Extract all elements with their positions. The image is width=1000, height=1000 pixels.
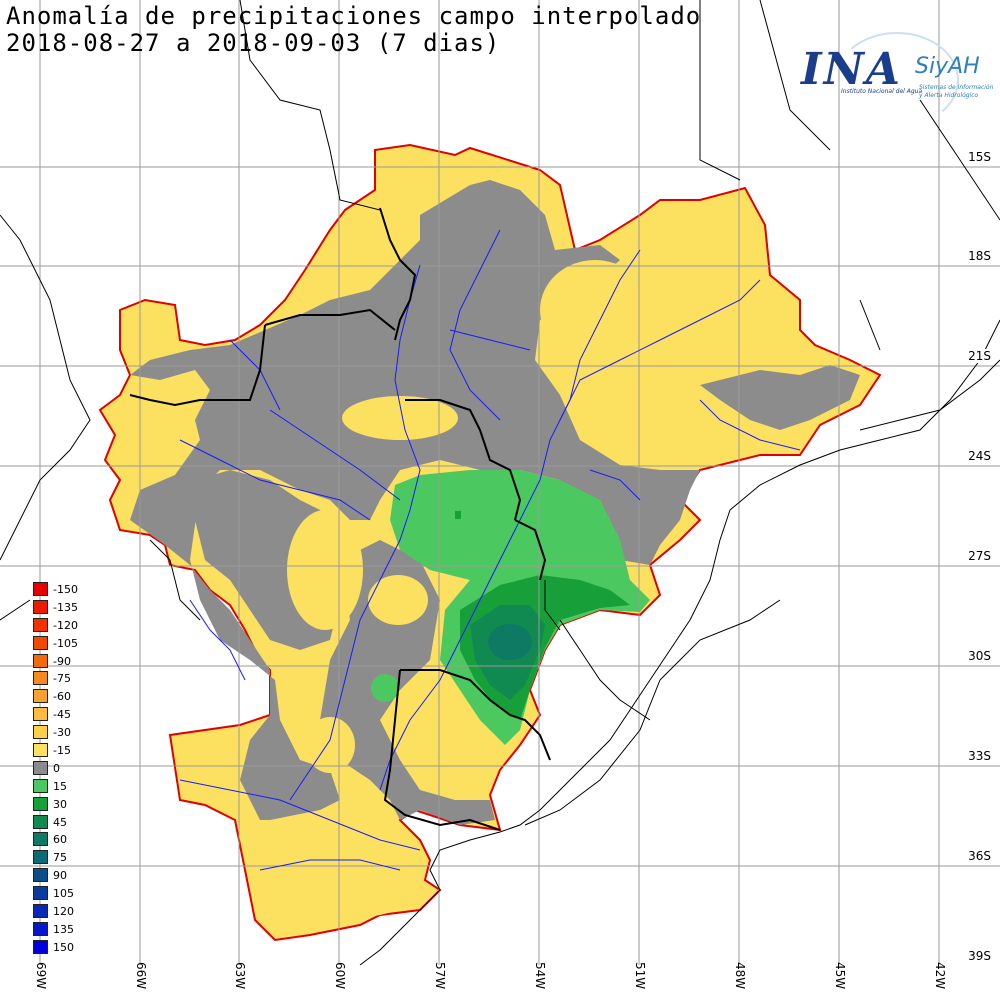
ina-siyah-logo: INA SiyAH Instituto Nacional del Agua Si…	[795, 30, 995, 130]
dry-island-8	[250, 810, 425, 935]
legend-label: 75	[53, 851, 67, 865]
legend-swatch	[33, 617, 48, 632]
legend-label: -120	[53, 618, 78, 632]
dry-island-3	[368, 575, 428, 625]
legend-swatch	[33, 725, 48, 740]
legend-label: -60	[53, 690, 71, 704]
lat-label: 15S	[967, 150, 992, 164]
legend-swatch	[33, 832, 48, 847]
dry-island-1	[342, 396, 458, 440]
legend-swatch	[33, 796, 48, 811]
lat-label: 18S	[967, 249, 992, 263]
legend-swatch	[33, 778, 48, 793]
logo-subtitle: Instituto Nacional del Agua	[841, 88, 923, 95]
logo-tagline: y Alerta Hidrológico	[919, 92, 979, 99]
lat-label: 21S	[967, 349, 992, 363]
legend-label: 90	[53, 869, 67, 883]
legend-swatch	[33, 707, 48, 722]
dry-island-5	[305, 717, 355, 773]
map-date-range: 2018-08-27 a 2018-09-03 (7 dias)	[6, 29, 501, 57]
legend-label: -150	[53, 583, 78, 596]
lon-label: 63W	[233, 962, 247, 990]
legend-label: -15	[53, 744, 71, 758]
legend-swatch	[33, 689, 48, 704]
legend-label: -75	[53, 672, 71, 686]
legend-swatch	[33, 760, 48, 775]
lat-label: 33S	[967, 749, 992, 763]
wet-spot-30	[455, 511, 461, 519]
legend-label: 105	[53, 887, 74, 901]
legend-swatch	[33, 850, 48, 865]
legend-label: 0	[53, 761, 60, 775]
dry-island-4	[428, 695, 492, 775]
neutral-region-south	[320, 540, 495, 825]
legend-label: 45	[53, 815, 67, 829]
lat-label: 30S	[967, 649, 992, 663]
legend-swatch	[33, 939, 48, 954]
lon-label: 54W	[533, 962, 547, 990]
lat-label: 36S	[967, 849, 992, 863]
wet-spot-15	[371, 674, 399, 702]
logo-ring	[835, 32, 959, 128]
logo-tagline: Sistemas de Información	[919, 84, 994, 91]
lon-label: 69W	[34, 962, 48, 990]
borders	[0, 0, 1000, 826]
lon-label: 42W	[933, 962, 947, 990]
lon-label: 60W	[333, 962, 347, 990]
legend-label: 15	[53, 779, 67, 793]
legend-label: -90	[53, 654, 71, 668]
logo-product: SiyAH	[915, 54, 980, 79]
lon-label: 51W	[633, 962, 647, 990]
lon-label: 57W	[433, 962, 447, 990]
wet-region-60	[488, 624, 532, 660]
legend-label: 30	[53, 797, 67, 811]
legend-swatch	[33, 814, 48, 829]
legend-swatch	[33, 886, 48, 901]
legend-label: -105	[53, 636, 78, 650]
legend-label: 135	[53, 922, 74, 936]
legend-label: 120	[53, 905, 74, 919]
lat-label: 39S	[967, 949, 992, 963]
legend-swatch	[33, 582, 48, 596]
coastline	[359, 319, 1000, 966]
legend-swatch	[33, 743, 48, 758]
legend-label: 150	[53, 940, 74, 954]
lat-label: 24S	[967, 449, 992, 463]
map-title: Anomalía de precipitaciones campo interp…	[6, 2, 702, 30]
logo-brand: INA	[801, 44, 902, 95]
legend-label: -30	[53, 726, 71, 740]
legend-label: -45	[53, 708, 71, 722]
legend-swatch	[33, 653, 48, 668]
lat-label: 27S	[967, 549, 992, 563]
legend-swatch	[33, 599, 48, 614]
lon-label: 48W	[733, 962, 747, 990]
legend-swatch	[33, 671, 48, 686]
legend-swatch	[33, 868, 48, 883]
legend-swatch	[33, 904, 48, 919]
neutral-region-east	[700, 365, 860, 430]
lon-label: 45W	[833, 962, 847, 990]
neutral-region-north	[130, 180, 700, 820]
national-borders	[129, 207, 551, 831]
legend-swatch	[33, 635, 48, 650]
legend-swatch	[33, 921, 48, 936]
dry-island-6	[540, 260, 650, 360]
legend-label: 60	[53, 833, 67, 847]
lon-label: 66W	[134, 962, 148, 990]
legend-label: -135	[53, 600, 78, 614]
dry-island-2	[287, 510, 363, 630]
